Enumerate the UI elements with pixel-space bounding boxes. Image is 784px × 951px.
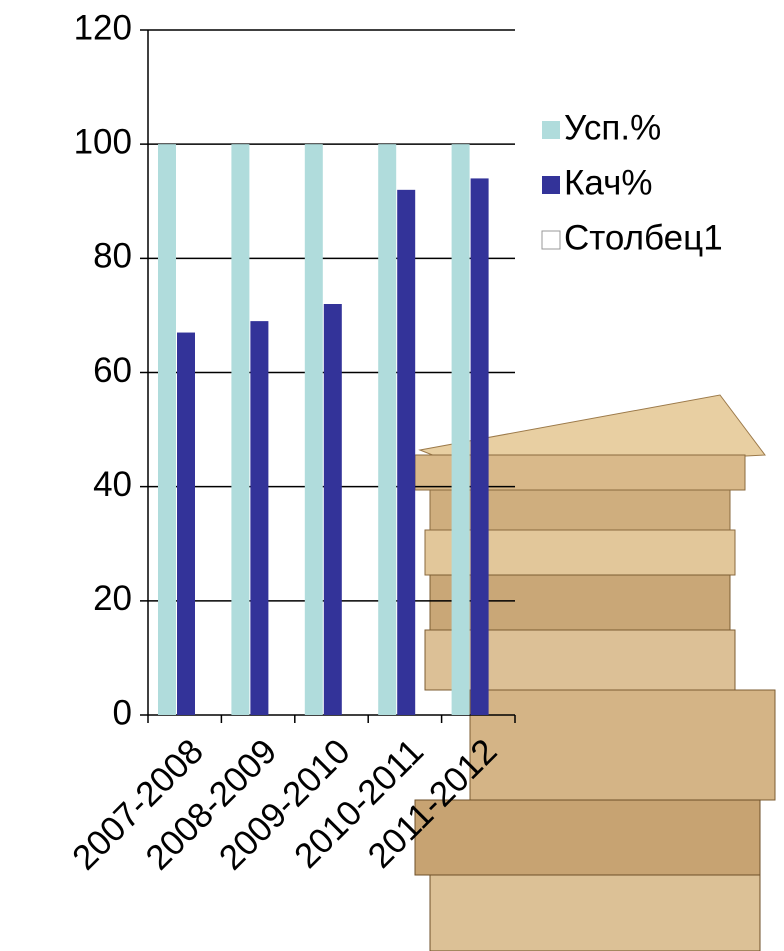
y-tick-label: 120 — [74, 8, 132, 47]
y-tick-label: 20 — [93, 579, 132, 618]
y-tick-label: 60 — [93, 351, 132, 390]
legend-label: Усп.% — [564, 108, 661, 147]
y-tick-label: 80 — [93, 237, 132, 276]
bar — [378, 144, 397, 715]
bar — [177, 332, 195, 715]
bar — [231, 144, 250, 715]
y-tick-label: 0 — [113, 693, 132, 732]
legend-label: Столбец1 — [564, 218, 723, 257]
bar — [323, 304, 342, 715]
legend-swatch — [542, 176, 560, 194]
legend-swatch — [541, 230, 561, 250]
y-tick-label: 40 — [93, 465, 132, 504]
y-tick-label: 100 — [74, 122, 132, 161]
bar — [470, 178, 489, 715]
bar — [250, 321, 269, 715]
bar — [397, 189, 416, 716]
legend-label: Кач% — [564, 163, 652, 202]
bar — [158, 144, 176, 715]
bar — [451, 144, 470, 715]
legend-swatch — [542, 121, 560, 139]
bar — [304, 144, 323, 715]
